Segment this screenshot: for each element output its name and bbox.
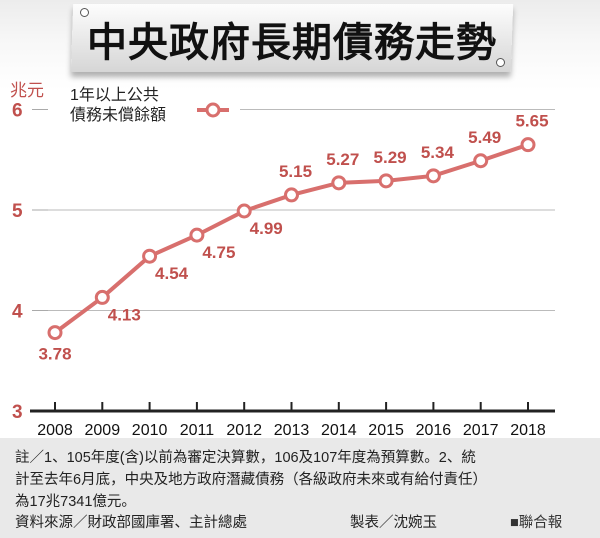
data-point — [425, 168, 441, 184]
data-label: 5.65 — [515, 112, 548, 131]
x-tick-label: 2014 — [321, 422, 357, 438]
data-label: 4.13 — [108, 305, 141, 324]
data-point — [378, 173, 394, 189]
chart-title: 中央政府長期債務走勢 — [87, 21, 497, 65]
data-label: 5.15 — [279, 162, 312, 181]
data-point — [284, 187, 299, 203]
x-tick-label: 2011 — [180, 422, 215, 438]
note-line-2: 計至去年6月底，中央及地方政府潛藏債務（各級政府未來或有給付責任） — [15, 472, 488, 488]
publisher: ■聯合報 — [510, 515, 563, 531]
y-tick-label: 5 — [12, 201, 23, 222]
data-point — [94, 289, 110, 305]
y-axis-unit: 兆元 — [10, 81, 44, 100]
data-point — [520, 137, 536, 153]
x-tick-label: 2012 — [226, 422, 262, 438]
data-point — [47, 325, 63, 341]
data-label: 5.34 — [421, 143, 455, 162]
data-label: 4.54 — [155, 264, 189, 283]
data-label: 5.49 — [468, 128, 501, 147]
legend-line2: 債務未償餘額 — [70, 107, 167, 124]
background — [0, 0, 600, 438]
data-label: 5.29 — [374, 148, 407, 167]
line-chart: 3 4 5 6 2008 2009 2010 2011 2012 2013 2014 2015 2016… — [12, 101, 555, 438]
x-tick-label: 2010 — [132, 422, 168, 438]
data-label: 3.78 — [38, 345, 71, 364]
source: 資料來源／財政部國庫署、主計總處 — [15, 515, 247, 531]
legend-label: 1年以上公共 債務未償餘額 — [70, 86, 166, 126]
note-line-1: 註／1、105年度(含)以前為審定決算數，106及107年度為預算數。2、統 — [15, 450, 476, 466]
data-point — [236, 203, 252, 219]
data-point — [142, 248, 158, 264]
note-line-3: 為17兆7341億元。 — [15, 494, 136, 510]
x-tick-label: 2008 — [37, 422, 73, 438]
legend-line1: 1年以上公共 — [70, 87, 159, 104]
data-point — [473, 153, 489, 169]
legend-marker-icon — [205, 102, 221, 118]
pin-hole-icon — [80, 8, 89, 17]
maker: 製表／沈婉玉 — [350, 515, 437, 531]
y-tick-label: 3 — [12, 402, 23, 423]
data-label: 5.27 — [326, 150, 359, 169]
pin-hole-icon — [496, 58, 505, 67]
x-tick-label: 2013 — [274, 422, 310, 438]
x-tick-label: 2009 — [85, 422, 121, 438]
data-label: 4.75 — [202, 243, 235, 262]
y-tick-label: 4 — [12, 302, 23, 323]
x-tick-label: 2015 — [368, 422, 404, 438]
x-tick-label: 2018 — [510, 422, 546, 438]
x-tick-label: 2016 — [416, 422, 452, 438]
data-label: 4.99 — [250, 219, 283, 238]
y-tick-label: 6 — [12, 101, 23, 122]
data-point — [331, 175, 347, 191]
x-tick-label: 2017 — [463, 422, 499, 438]
data-point — [189, 227, 205, 243]
footer: 註／1、105年度(含)以前為審定決算數，106及107年度為預算數。2、統 計… — [0, 438, 600, 538]
